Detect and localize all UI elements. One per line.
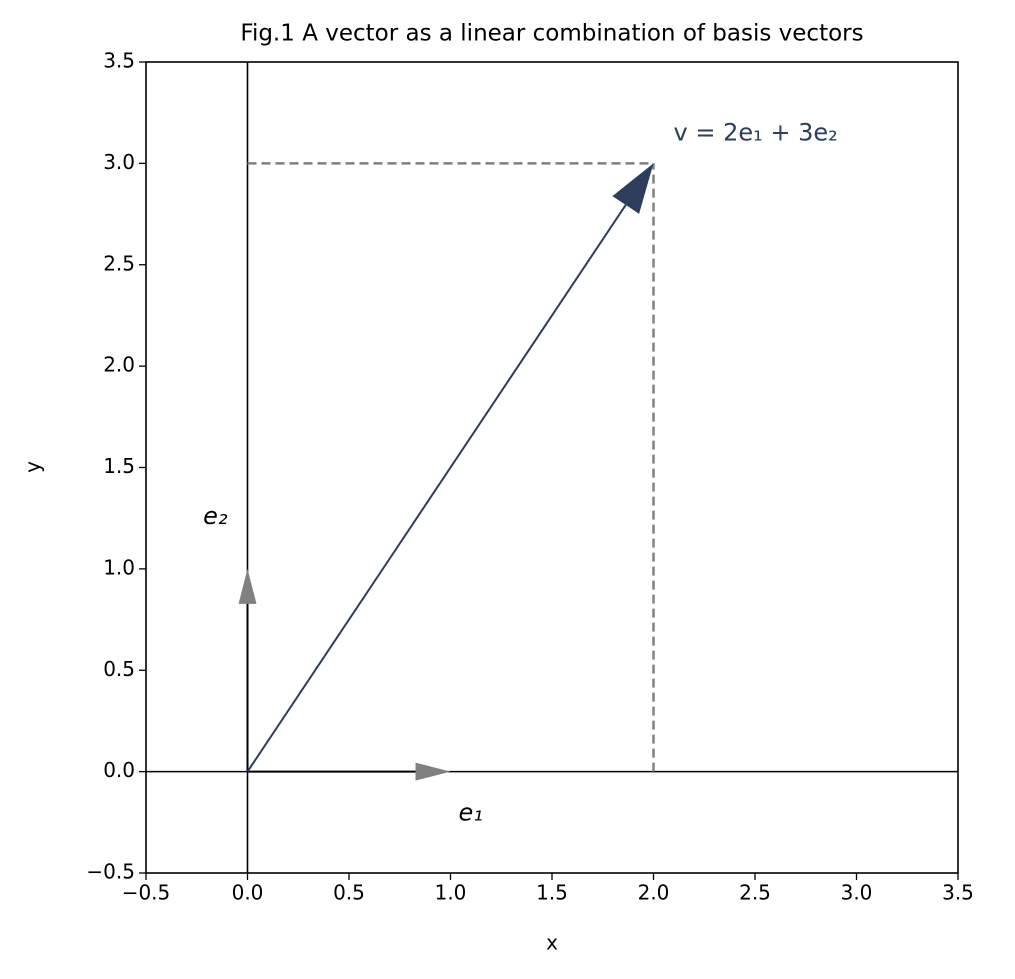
- y-tick-label: 1.0: [103, 555, 135, 579]
- y-tick-label: 0.0: [103, 758, 135, 782]
- y-tick-label: 1.5: [103, 454, 135, 478]
- y-tick-label: 0.5: [103, 657, 135, 681]
- y-tick-label: 2.5: [103, 251, 135, 275]
- y-axis-label: y: [21, 461, 45, 473]
- plot-frame: [145, 61, 959, 874]
- x-tick-label: 2.5: [739, 881, 771, 905]
- vector-head: [415, 762, 451, 781]
- vector: [247, 762, 451, 781]
- vector-head: [238, 568, 257, 604]
- vector-label: e₁: [459, 799, 483, 827]
- y-tick-label: 3.0: [103, 150, 135, 174]
- x-tick-label: 3.5: [942, 881, 974, 905]
- y-tick-label: 3.5: [103, 49, 135, 73]
- x-tick-label: 1.0: [435, 881, 467, 905]
- x-tick-label: 1.5: [536, 881, 568, 905]
- y-tick-label: −0.5: [86, 860, 135, 884]
- x-tick-label: −0.5: [122, 881, 171, 905]
- x-tick-label: 3.0: [841, 881, 873, 905]
- x-tick-label: 0.0: [232, 881, 264, 905]
- vector-shaft: [246, 204, 627, 773]
- vector: [246, 163, 654, 773]
- vector: [238, 568, 257, 772]
- x-tick-label: 2.0: [638, 881, 670, 905]
- vector-label: e₂: [203, 502, 228, 530]
- x-axis-label: x: [546, 931, 558, 955]
- vector-label: v = 2e₁ + 3e₂: [674, 118, 838, 146]
- chart-title: Fig.1 A vector as a linear combination o…: [240, 21, 863, 47]
- x-tick-label: 0.5: [333, 881, 365, 905]
- y-tick-label: 2.0: [103, 353, 135, 377]
- vector-head: [612, 163, 654, 214]
